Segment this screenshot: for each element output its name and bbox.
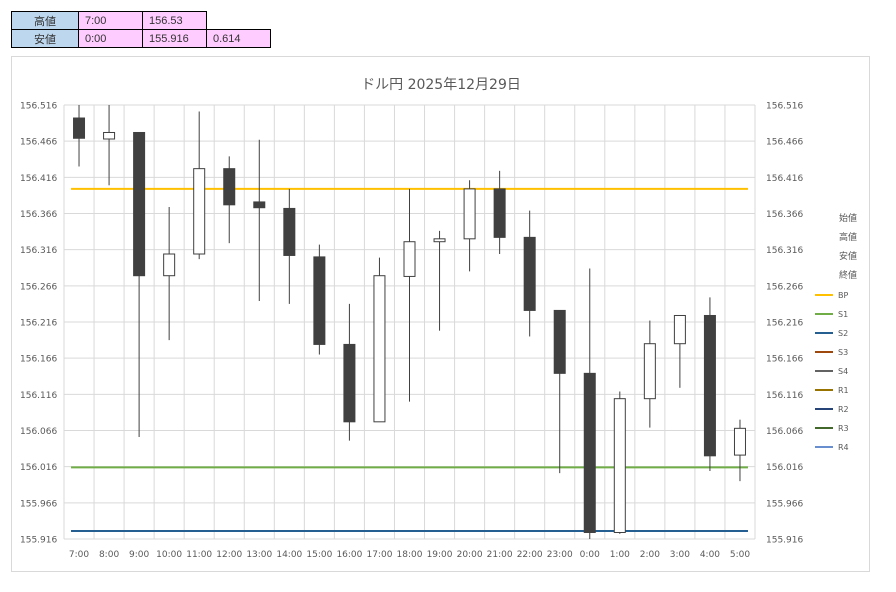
x-tick-label: 19:00 [427, 550, 453, 560]
chart-panel: ドル円 2025年12月29日 156.516 156.516 156.466 156.… [11, 56, 870, 572]
legend-item: 始値 [839, 212, 857, 224]
x-tick-label: 16:00 [336, 550, 362, 560]
y-tick-label-right: 156.016 [766, 463, 803, 473]
y-tick-label-right: 155.966 [766, 499, 803, 509]
high-low-summary-table: 高値 7:00 156.53 安値 0:00 155.916 0.614 [11, 11, 271, 48]
candle-body-down [73, 117, 86, 139]
x-tick-label: 14:00 [276, 550, 302, 560]
legend-label-s2: S2 [838, 329, 848, 338]
high-price: 156.53 [142, 11, 207, 30]
y-tick-label-right: 156.216 [766, 319, 803, 329]
y-tick-label-left: 156.516 [20, 102, 57, 112]
x-tick-label: 23:00 [547, 550, 573, 560]
y-tick-label-right: 156.516 [766, 102, 803, 112]
candle-body-up [463, 188, 476, 240]
candle-body-down [583, 372, 596, 533]
y-tick-label-right: 156.266 [766, 282, 803, 292]
y-tick-label-left: 156.216 [20, 319, 57, 329]
y-tick-label-left: 155.916 [20, 536, 57, 546]
y-tick-label-right: 156.316 [766, 246, 803, 256]
legend-item: 終値 [839, 269, 857, 281]
high-label: 高値 [11, 11, 79, 30]
x-tick-label: 13:00 [246, 550, 272, 560]
legend-label-r2: R2 [838, 405, 849, 414]
y-tick-label-left: 156.416 [20, 174, 57, 184]
y-tick-label-left: 155.966 [20, 499, 57, 509]
candle-body-down [703, 314, 716, 457]
legend-item: 高値 [839, 231, 857, 243]
candle-body-up [673, 314, 686, 345]
x-tick-label: 15:00 [306, 550, 332, 560]
legend-label-r3: R3 [838, 424, 849, 433]
x-tick-label: 9:00 [129, 550, 149, 560]
range-value: 0.614 [206, 29, 271, 48]
chart-title: ドル円 2025年12月29日 [361, 77, 521, 93]
candle-body-up [103, 131, 116, 140]
candlestick-chart: ドル円 2025年12月29日 156.516 156.516 156.466 156.… [20, 77, 857, 560]
y-tick-label-left: 156.466 [20, 138, 57, 148]
candle-body-up [373, 275, 386, 423]
candle-body-down [133, 131, 146, 277]
y-tick-label-right: 156.116 [766, 391, 803, 401]
y-tick-label-right: 156.066 [766, 427, 803, 437]
x-tick-label: 2:00 [640, 550, 660, 560]
candle-body-down [343, 343, 356, 423]
candle-body-down [493, 188, 506, 238]
summary-row-high: 高値 7:00 156.53 [11, 11, 271, 30]
low-time: 0:00 [78, 29, 143, 48]
y-tick-label-right: 156.366 [766, 210, 803, 220]
y-tick-label-right: 156.466 [766, 138, 803, 148]
y-tick-label-left: 156.166 [20, 355, 57, 365]
x-tick-label: 0:00 [580, 550, 600, 560]
candle-body-up [733, 427, 746, 456]
legend-label-s4: S4 [838, 367, 848, 376]
candle-body-up [403, 241, 416, 277]
candle-body-up [193, 168, 206, 255]
low-label: 安値 [11, 29, 79, 48]
low-price: 155.916 [142, 29, 207, 48]
x-tick-label: 5:00 [730, 550, 750, 560]
x-tick-label: 22:00 [517, 550, 543, 560]
y-tick-label-left: 156.366 [20, 210, 57, 220]
y-tick-label-left: 156.066 [20, 427, 57, 437]
x-tick-label: 20:00 [457, 550, 483, 560]
candle-body-up [643, 343, 656, 400]
legend-label-r4: R4 [838, 443, 849, 452]
candle-body-down [553, 309, 566, 374]
y-tick-label-left: 156.016 [20, 463, 57, 473]
x-tick-label: 21:00 [487, 550, 513, 560]
y-tick-label-left: 156.266 [20, 282, 57, 292]
x-tick-label: 8:00 [99, 550, 119, 560]
y-tick-label-left: 156.116 [20, 391, 57, 401]
candle-body-up [163, 253, 176, 277]
candle-body-down [223, 168, 236, 206]
x-tick-label: 10:00 [156, 550, 182, 560]
x-tick-label: 18:00 [397, 550, 423, 560]
x-tick-label: 11:00 [186, 550, 212, 560]
y-tick-label-left: 156.316 [20, 246, 57, 256]
x-tick-label: 1:00 [610, 550, 630, 560]
x-tick-label: 12:00 [216, 550, 242, 560]
summary-row-low: 安値 0:00 155.916 0.614 [11, 29, 271, 48]
legend-label-bp: BP [838, 291, 848, 300]
y-tick-label-right: 156.416 [766, 174, 803, 184]
x-tick-label: 3:00 [670, 550, 690, 560]
x-tick-label: 4:00 [700, 550, 720, 560]
candle-body-up [433, 238, 446, 243]
candle-body-down [283, 207, 296, 256]
legend-label-s1: S1 [838, 310, 848, 319]
candle-body-down [253, 201, 266, 209]
y-tick-label-right: 156.166 [766, 355, 803, 365]
legend-label-r1: R1 [838, 386, 849, 395]
y-tick-label-right: 155.916 [766, 536, 803, 546]
legend-item: 安値 [839, 250, 857, 262]
candle-body-down [523, 236, 536, 311]
empty-cell [207, 12, 271, 30]
candle-body-up [613, 398, 626, 533]
high-time: 7:00 [78, 11, 143, 30]
candle-body-down [313, 256, 326, 345]
x-tick-label: 17:00 [366, 550, 392, 560]
legend-label-s3: S3 [838, 348, 848, 357]
x-tick-label: 7:00 [69, 550, 89, 560]
